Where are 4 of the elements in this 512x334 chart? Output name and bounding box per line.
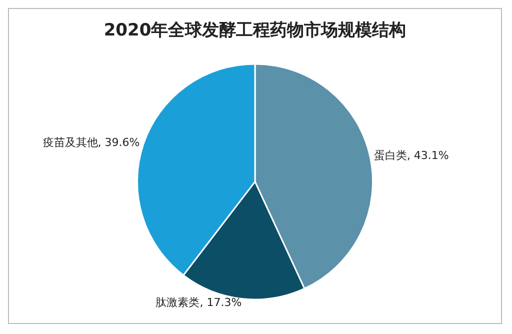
slice-label: 肽激素类, 17.3%: [156, 296, 242, 310]
chart-title: 2020年全球发酵工程药物市场规模结构: [104, 20, 406, 40]
slice-label: 蛋白类, 43.1%: [374, 149, 449, 162]
slice-label: 疫苗及其他, 39.6%: [42, 136, 140, 150]
